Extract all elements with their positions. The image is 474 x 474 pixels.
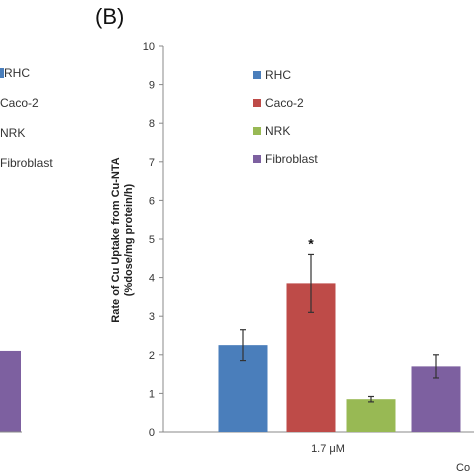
left-panel-legend-swatch-rhc bbox=[0, 68, 4, 78]
left-panel-legend-nrk: NRK bbox=[0, 126, 25, 140]
panel-label: (B) bbox=[95, 4, 124, 29]
category-label: 1.7 μM bbox=[311, 443, 345, 455]
left-panel-fibroblast-bar bbox=[0, 350, 21, 432]
y-axis-label-line2: (%dose/mg protein/h) bbox=[123, 183, 135, 296]
legend-swatch-rhc bbox=[253, 71, 261, 79]
legend: RHC Caco-2 NRK Fibroblast bbox=[253, 68, 318, 166]
legend-label-fibroblast: Fibroblast bbox=[265, 152, 318, 166]
y-tick-label: 5 bbox=[149, 234, 155, 246]
y-tick-label: 6 bbox=[149, 195, 155, 207]
y-tick-label: 0 bbox=[149, 427, 155, 439]
bars bbox=[218, 283, 461, 432]
legend-swatch-nrk bbox=[253, 127, 261, 135]
y-tick-label: 8 bbox=[149, 118, 155, 130]
significance-marker: * bbox=[308, 235, 314, 251]
legend-label-nrk: NRK bbox=[265, 124, 290, 138]
left-panel-legend-caco2: Caco-2 bbox=[0, 96, 39, 110]
y-tick-label: 2 bbox=[149, 350, 155, 362]
y-axis-label-line1: Rate of Cu Uptake from Cu-NTA bbox=[110, 157, 122, 322]
bar-nrk bbox=[346, 399, 396, 432]
left-panel-fragment: RHC Caco-2 NRK Fibroblast bbox=[0, 66, 53, 433]
y-tick-label: 9 bbox=[149, 80, 155, 92]
legend-swatch-fibroblast bbox=[253, 155, 261, 163]
y-tick-label: 7 bbox=[149, 157, 155, 169]
left-panel-legend-fibroblast: Fibroblast bbox=[0, 156, 53, 170]
right-edge-fragment: Co bbox=[456, 462, 470, 474]
y-ticks: 0 1 2 3 4 5 6 7 8 9 10 bbox=[143, 41, 163, 439]
y-tick-label: 3 bbox=[149, 311, 155, 323]
y-axis-label: Rate of Cu Uptake from Cu-NTA (%dose/mg … bbox=[110, 157, 135, 322]
y-tick-label: 4 bbox=[149, 273, 155, 285]
y-tick-label: 10 bbox=[143, 41, 155, 53]
error-bars bbox=[240, 253, 439, 403]
legend-label-rhc: RHC bbox=[265, 68, 291, 82]
y-tick-label: 1 bbox=[149, 388, 155, 400]
legend-label-caco-2: Caco-2 bbox=[265, 96, 304, 110]
legend-swatch-caco-2 bbox=[253, 99, 261, 107]
left-panel-legend-rhc: RHC bbox=[4, 66, 30, 80]
